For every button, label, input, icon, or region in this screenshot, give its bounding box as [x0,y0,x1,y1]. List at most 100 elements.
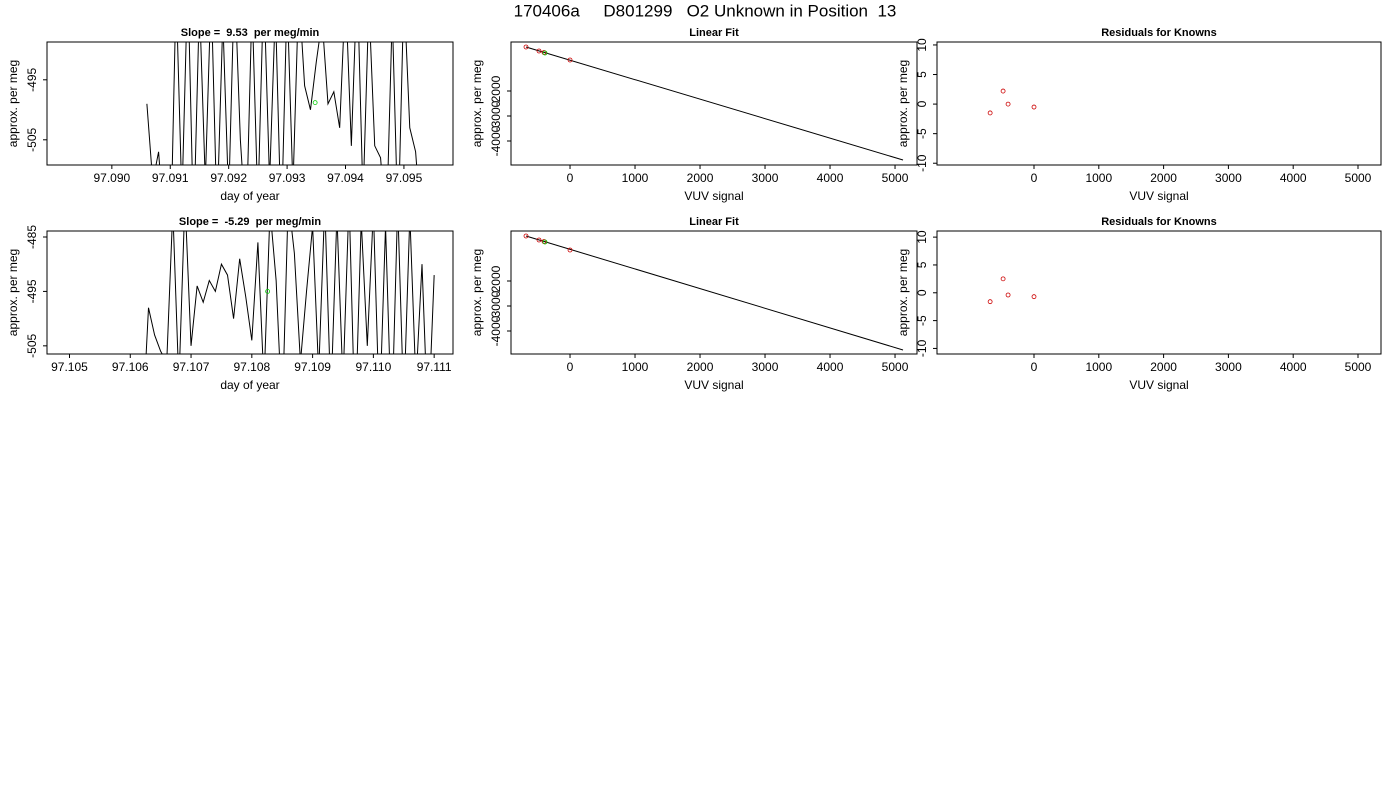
y-tick-label: -5 [915,315,929,326]
x-tick-label: 2000 [687,171,714,185]
plot-area [523,233,904,351]
x-tick-label: 1000 [1085,360,1112,374]
panel-title: Slope = -5.29 per meg/min [179,216,321,228]
x-tick-label: 97.110 [355,360,391,374]
x-tick-label: 5000 [882,171,909,185]
data-point [567,57,573,63]
data-point [1000,276,1006,282]
data-line [525,46,904,161]
data-point [312,100,318,105]
panel-title: Slope = 9.53 per meg/min [181,27,320,39]
plot-frame [936,41,1382,166]
y-axis-label: approx. per meg [896,60,910,147]
data-point [1005,292,1011,298]
data-point [1005,101,1011,107]
x-tick-label: 97.094 [327,171,364,185]
x-axis-label: day of year [220,378,279,392]
y-axis-label: approx. per meg [470,60,484,147]
data-point [523,44,529,50]
data-line [145,231,435,354]
x-tick-label: 97.107 [173,360,210,374]
data-point [536,48,542,54]
y-tick-label: 0 [915,289,929,296]
plot-frame [46,41,454,166]
y-axis-label: approx. per meg [896,249,910,336]
y-tick-label: -10 [915,339,929,357]
x-tick-label: 1000 [622,171,649,185]
x-tick-label: 0 [1031,360,1038,374]
y-tick-label: -505 [25,127,39,151]
x-tick-label: 3000 [1215,171,1242,185]
x-tick-label: 1000 [1085,171,1112,185]
data-point [1000,88,1006,94]
x-tick-label: 0 [1031,171,1038,185]
x-tick-label: 4000 [817,171,844,185]
y-axis-label: approx. per meg [6,60,20,147]
y-tick-label: -2000 [489,75,503,106]
x-tick-label: 97.093 [269,171,306,185]
x-axis-label: VUV signal [684,378,743,392]
x-tick-label: 5000 [1345,360,1372,374]
data-point [1031,294,1037,300]
data-point [265,289,271,294]
plot-area [987,88,1037,116]
x-tick-label: 97.092 [210,171,247,185]
y-axis-label: approx. per meg [6,249,20,336]
x-tick-label: 97.105 [51,360,88,374]
panel-title: Residuals for Knowns [1101,27,1217,39]
y-tick-label: 10 [915,38,929,52]
x-axis-label: VUV signal [1129,189,1188,203]
plot-area [146,42,418,165]
y-tick-label: -3000 [489,290,503,321]
y-axis-label: approx. per meg [470,249,484,336]
data-point [987,110,993,116]
data-line [146,42,418,165]
plot-area [523,44,904,161]
y-tick-label: -5 [915,128,929,139]
x-tick-label: 4000 [1280,360,1307,374]
x-axis-label: day of year [220,189,279,203]
x-tick-label: 1000 [622,360,649,374]
panel-title: Linear Fit [689,216,739,228]
plot-area [987,276,1037,305]
y-tick-label: -4000 [489,125,503,156]
plot-frame [510,41,918,166]
plot-area [145,231,435,354]
panel-title: Linear Fit [689,27,739,39]
x-tick-label: 4000 [1280,171,1307,185]
plot-frame [46,230,454,355]
x-tick-label: 97.106 [112,360,149,374]
x-tick-label: 97.111 [417,360,452,374]
x-tick-label: 3000 [752,360,779,374]
panel-title: Residuals for Knowns [1101,216,1217,228]
y-tick-label: -495 [25,67,39,91]
x-tick-label: 97.108 [233,360,270,374]
x-tick-label: 97.095 [386,171,423,185]
page-title: 170406a D801299 O2 Unknown in Position 1… [514,1,897,20]
x-tick-label: 5000 [882,360,909,374]
x-tick-label: 3000 [752,171,779,185]
x-tick-label: 0 [567,171,574,185]
x-tick-label: 2000 [1150,360,1177,374]
data-point [523,233,529,239]
y-tick-label: 5 [915,261,929,268]
x-tick-label: 97.109 [294,360,331,374]
y-tick-label: 10 [915,230,929,244]
x-tick-label: 0 [567,360,574,374]
data-line [525,235,904,351]
y-tick-label: -3000 [489,100,503,131]
x-tick-label: 97.090 [93,171,130,185]
y-tick-label: 0 [915,100,929,107]
y-tick-label: -2000 [489,265,503,296]
y-tick-label: -485 [25,225,39,249]
y-tick-label: -10 [915,154,929,172]
x-tick-label: 2000 [687,360,714,374]
plot-frame [510,230,918,355]
x-tick-label: 3000 [1215,360,1242,374]
y-tick-label: -505 [25,334,39,358]
x-axis-label: VUV signal [1129,378,1188,392]
y-tick-label: -4000 [489,315,503,346]
x-tick-label: 4000 [817,360,844,374]
